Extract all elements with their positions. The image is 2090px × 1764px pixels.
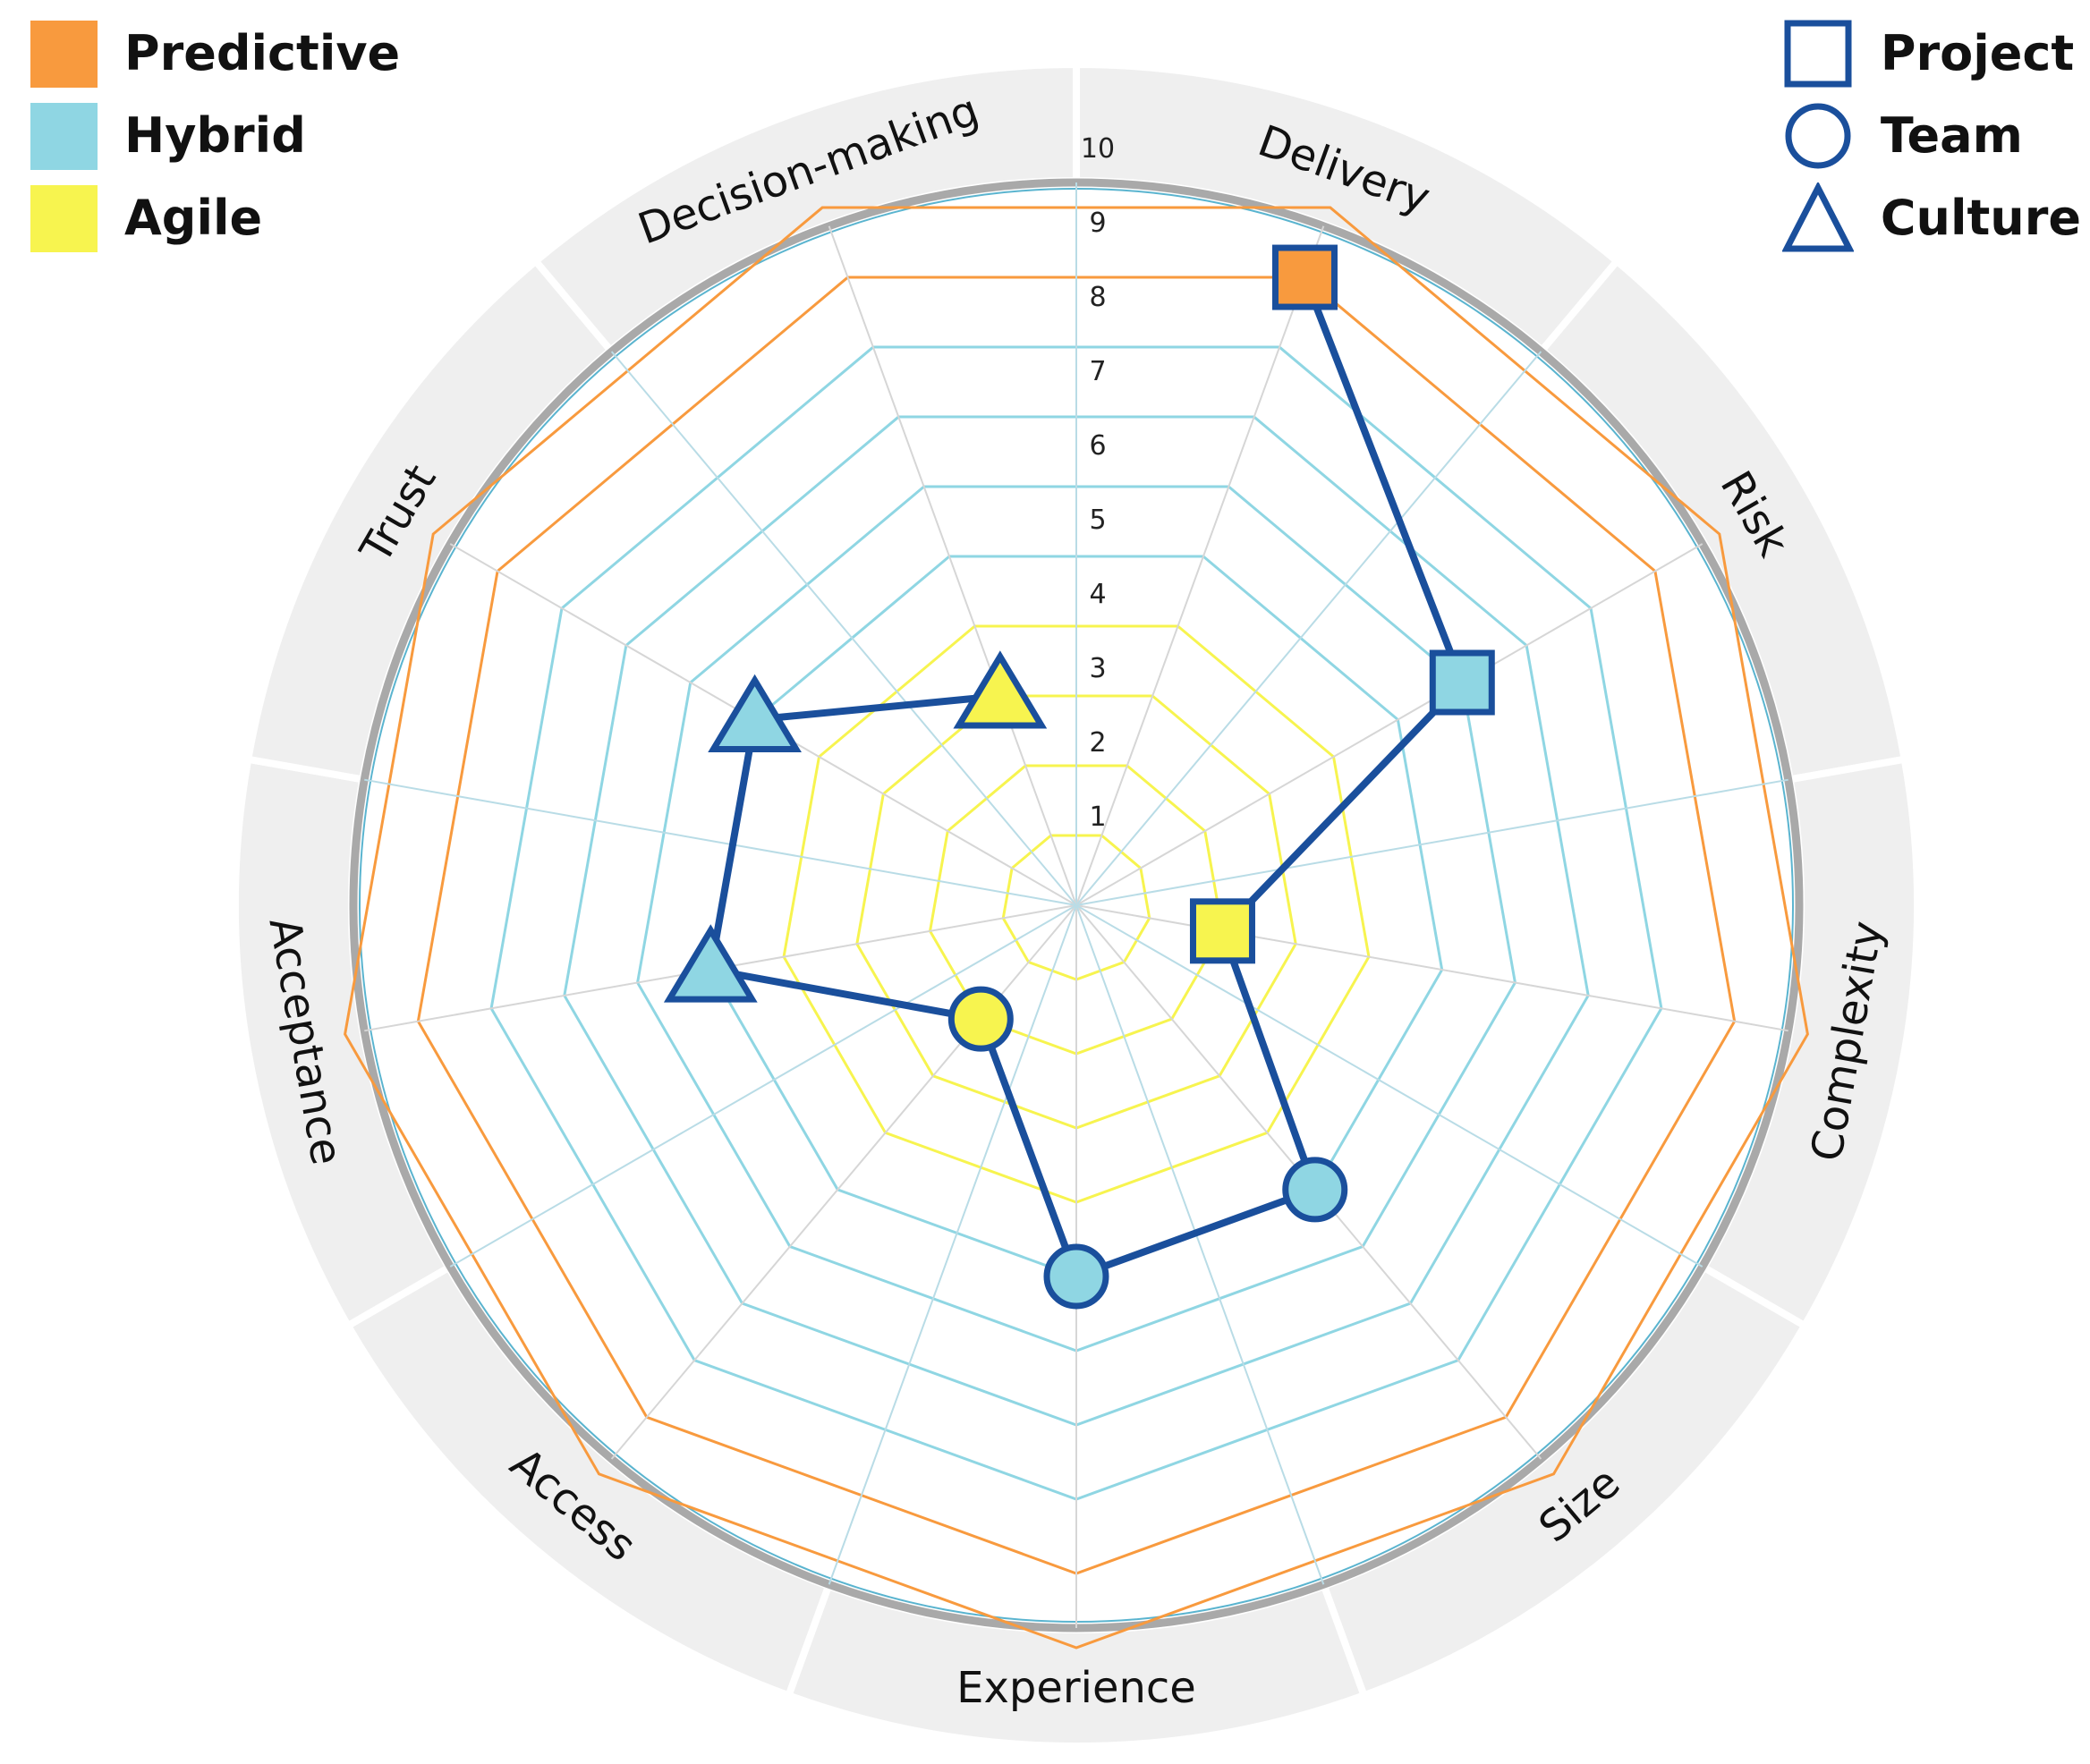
marker-size xyxy=(1282,1157,1348,1223)
profile-markers xyxy=(663,244,1495,1310)
legend-label-culture: Culture xyxy=(1880,190,2081,246)
marker-complexity xyxy=(1189,898,1255,964)
tick-label-9: 9 xyxy=(1089,208,1106,239)
tick-label-5: 5 xyxy=(1089,505,1106,536)
predictive-swatch xyxy=(30,20,98,88)
marker-acceptance xyxy=(663,924,758,1003)
divider-acceptance xyxy=(449,904,1077,1268)
tick-label-3: 3 xyxy=(1089,653,1106,684)
triangle-icon xyxy=(1781,182,1854,252)
marker-trust xyxy=(708,674,802,752)
tick-label-6: 6 xyxy=(1089,430,1106,462)
tick-label-2: 2 xyxy=(1089,727,1106,759)
legend-label-predictive: Predictive xyxy=(124,25,401,81)
square-icon xyxy=(1784,20,1852,88)
legend-item-team: Team xyxy=(1782,95,2081,177)
divider-size xyxy=(1075,904,1703,1268)
divider-access xyxy=(828,904,1077,1585)
axis-label-bands xyxy=(232,60,1921,1750)
shape-legend: Project Team Culture xyxy=(1781,13,2081,259)
divider-decision-making xyxy=(610,351,1077,906)
legend-label-team: Team xyxy=(1880,107,2023,164)
marker-delivery xyxy=(1271,244,1338,310)
legend-item-predictive: Predictive xyxy=(30,13,400,95)
agile-swatch xyxy=(30,184,98,252)
divider-trust xyxy=(364,778,1077,906)
divider-risk xyxy=(1075,351,1542,906)
divider-experience xyxy=(1075,904,1325,1585)
tick-label-7: 7 xyxy=(1089,356,1106,387)
marker-access xyxy=(947,986,1014,1052)
marker-experience xyxy=(1043,1243,1109,1310)
hybrid-swatch xyxy=(30,102,98,170)
divider-complexity xyxy=(1075,778,1788,906)
circle-icon xyxy=(1785,103,1851,169)
legend-item-culture: Culture xyxy=(1781,177,2081,259)
spoke-delivery xyxy=(1075,225,1325,906)
spoke-decision-making xyxy=(828,225,1077,906)
zone-legend: Predictive Hybrid Agile xyxy=(30,13,400,259)
legend-item-agile: Agile xyxy=(30,177,400,259)
legend-item-hybrid: Hybrid xyxy=(30,95,400,177)
tick-label-8: 8 xyxy=(1089,282,1106,313)
legend-label-agile: Agile xyxy=(124,190,263,246)
marker-decision-making xyxy=(953,650,1048,729)
legend-label-hybrid: Hybrid xyxy=(124,107,306,164)
legend-label-project: Project xyxy=(1880,25,2075,81)
radar-tick-labels: 1 2 3 4 5 6 7 8 9 10 xyxy=(1081,133,1115,833)
legend-item-project: Project xyxy=(1782,13,2081,95)
spoke-risk xyxy=(1075,543,1703,906)
marker-risk xyxy=(1429,649,1495,716)
axis-label-experience: Experience xyxy=(956,1663,1196,1713)
tick-label-4: 4 xyxy=(1089,579,1106,610)
tick-label-1: 1 xyxy=(1089,801,1106,833)
tick-label-10: 10 xyxy=(1081,133,1115,165)
